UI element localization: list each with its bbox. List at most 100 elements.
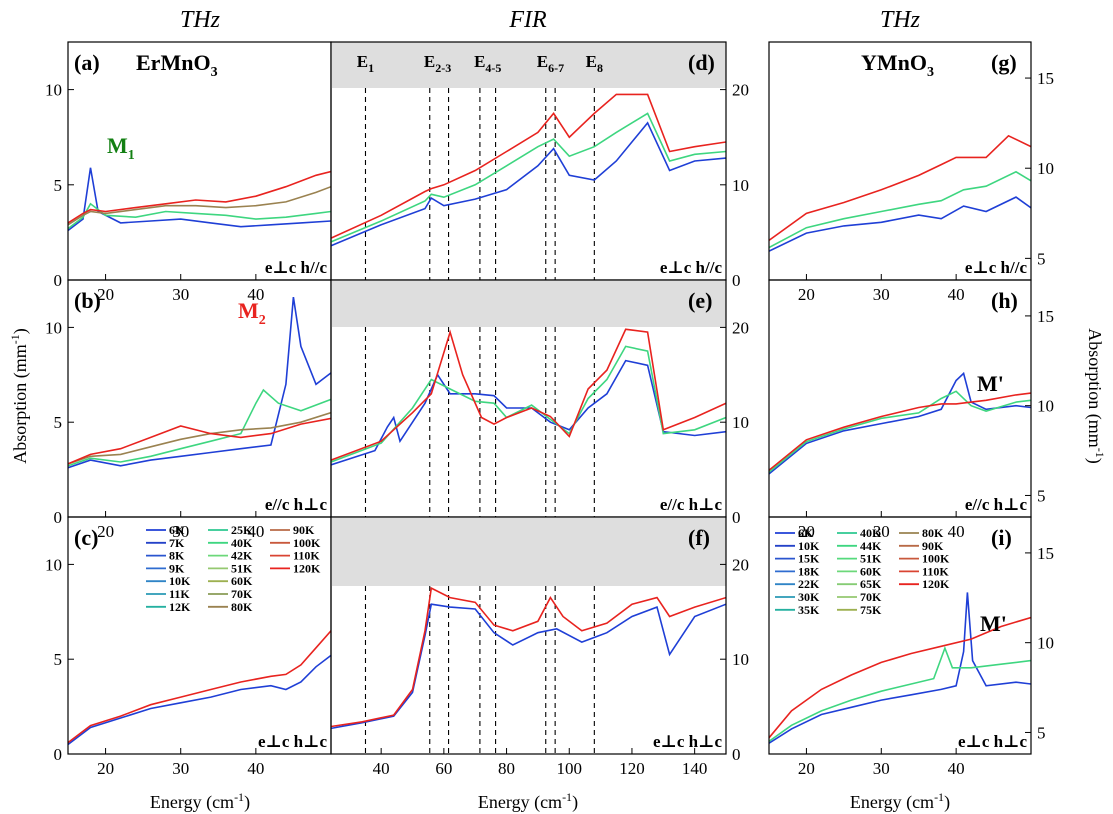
legend-entry: 18K bbox=[798, 564, 820, 578]
xlabel-mid: Energy (cm-1) bbox=[478, 790, 578, 813]
polarization-label: e⊥c h⊥c bbox=[958, 732, 1027, 751]
legend-entry: 51K bbox=[860, 552, 882, 566]
series-line-60K bbox=[331, 345, 726, 463]
ylabel-right: Absorption (mm-1) bbox=[1084, 328, 1107, 464]
xtick-label: 40 bbox=[948, 285, 965, 304]
header-thz-right: THz bbox=[880, 7, 921, 33]
polarization-label: e⊥c h//c bbox=[965, 258, 1028, 277]
plot-frame bbox=[330, 516, 727, 755]
panel-title: YMnO3 bbox=[861, 50, 934, 80]
legend-entry: 75K bbox=[860, 603, 882, 617]
peak-label: M2 bbox=[238, 298, 266, 328]
header-thz-left: THz bbox=[180, 7, 221, 33]
ytick-label: 5 bbox=[1037, 486, 1046, 505]
legend-entry: 12K bbox=[169, 600, 191, 614]
series-line-120K bbox=[769, 134, 1031, 241]
legend-entry: 30K bbox=[798, 590, 820, 604]
series-line-120K bbox=[331, 328, 726, 461]
ytick-label: 10 bbox=[45, 81, 62, 100]
xtick-label: 30 bbox=[873, 522, 890, 541]
legend-entry: 10K bbox=[169, 574, 191, 588]
mode-label: E8 bbox=[586, 52, 603, 75]
panel-h: 5 10 15 20 30 40 (h) e//c h⊥c M' bbox=[768, 279, 1054, 541]
legend-entry: 51K bbox=[231, 561, 253, 575]
series-line-40K bbox=[68, 202, 331, 230]
series-line-25K bbox=[68, 388, 331, 467]
legend-entry: 35K bbox=[798, 603, 820, 617]
xtick-label: 30 bbox=[172, 522, 189, 541]
ytick-label: 20 bbox=[732, 81, 749, 100]
legend-entry: 120K bbox=[922, 577, 950, 591]
unmeasured-band bbox=[331, 517, 726, 586]
series-line-120K bbox=[769, 616, 1031, 739]
xtick-label: 80 bbox=[498, 759, 515, 778]
panel-label: (g) bbox=[991, 50, 1017, 75]
ytick-label: 0 bbox=[732, 271, 741, 290]
legend-entry: 80K bbox=[231, 600, 253, 614]
panel-label: (d) bbox=[688, 50, 715, 75]
xlabel-right: Energy (cm-1) bbox=[850, 790, 950, 813]
ytick-label: 10 bbox=[1037, 159, 1054, 178]
xtick-label: 40 bbox=[373, 759, 390, 778]
polarization-label: e⊥c h//c bbox=[660, 258, 723, 277]
panel-label: (c) bbox=[74, 525, 98, 550]
series-line-120K bbox=[68, 417, 331, 465]
series-line-60K bbox=[331, 112, 726, 243]
legend-entry: 7K bbox=[169, 536, 185, 550]
legend-entry: 40K bbox=[860, 526, 882, 540]
legend-entry: 44K bbox=[860, 539, 882, 553]
ytick-label: 10 bbox=[732, 650, 749, 669]
series-line-120K bbox=[769, 392, 1031, 471]
series-line-6K bbox=[68, 654, 331, 746]
panels-group: 0 5 10 20 30 40 (a) ErMnO3 e⊥c h//c M1 0 5 10 20 30 40 (… bbox=[45, 41, 1054, 778]
series-line-6K bbox=[68, 167, 331, 232]
xtick-label: 30 bbox=[172, 285, 189, 304]
legend-entry: 60K bbox=[860, 564, 882, 578]
unmeasured-band bbox=[331, 280, 726, 327]
legend-entry: 70K bbox=[860, 590, 882, 604]
xtick-label: 140 bbox=[682, 759, 708, 778]
ytick-label: 10 bbox=[732, 413, 749, 432]
legend-entry: 42K bbox=[231, 549, 253, 563]
series-line-80K bbox=[68, 185, 331, 226]
xtick-label: 20 bbox=[97, 759, 114, 778]
legend-entry: 15K bbox=[798, 552, 820, 566]
ytick-label: 0 bbox=[732, 745, 741, 764]
ytick-label: 10 bbox=[1037, 397, 1054, 416]
legend-entry: 6K bbox=[798, 526, 814, 540]
header-fir: FIR bbox=[508, 7, 547, 33]
series-line-120K bbox=[331, 586, 726, 728]
ytick-label: 20 bbox=[732, 318, 749, 337]
series-line-6K bbox=[769, 592, 1031, 744]
xtick-label: 30 bbox=[873, 285, 890, 304]
mode-label: E4-5 bbox=[474, 52, 501, 75]
panel-label: (e) bbox=[688, 288, 712, 313]
polarization-label: e//c h⊥c bbox=[265, 495, 328, 514]
series-line-40K bbox=[769, 645, 1031, 743]
panel-label: (a) bbox=[74, 50, 100, 75]
polarization-label: e⊥c h⊥c bbox=[258, 732, 327, 751]
ytick-label: 5 bbox=[1037, 249, 1046, 268]
plot-frame bbox=[768, 516, 1032, 755]
legend-entry: 100K bbox=[293, 536, 321, 550]
polarization-label: e//c h⊥c bbox=[965, 495, 1028, 514]
ytick-label: 15 bbox=[1037, 544, 1054, 563]
panel-a: 0 5 10 20 30 40 (a) ErMnO3 e⊥c h//c M1 bbox=[45, 41, 332, 304]
xtick-label: 60 bbox=[435, 759, 452, 778]
legend-entry: 110K bbox=[922, 564, 949, 578]
ytick-label: 0 bbox=[54, 271, 63, 290]
ytick-label: 5 bbox=[54, 413, 63, 432]
legend-entry: 60K bbox=[231, 574, 253, 588]
legend-entry: 11K bbox=[169, 587, 190, 601]
xlabel-left: Energy (cm-1) bbox=[150, 790, 250, 813]
series-line-6K bbox=[331, 603, 726, 730]
legend-entry: 10K bbox=[798, 539, 820, 553]
series-line-6K bbox=[769, 196, 1031, 252]
xtick-label: 40 bbox=[948, 522, 965, 541]
ytick-label: 15 bbox=[1037, 307, 1054, 326]
xtick-label: 20 bbox=[798, 522, 815, 541]
legend-entry: 120K bbox=[293, 561, 321, 575]
legend-entry: 90K bbox=[922, 539, 944, 553]
